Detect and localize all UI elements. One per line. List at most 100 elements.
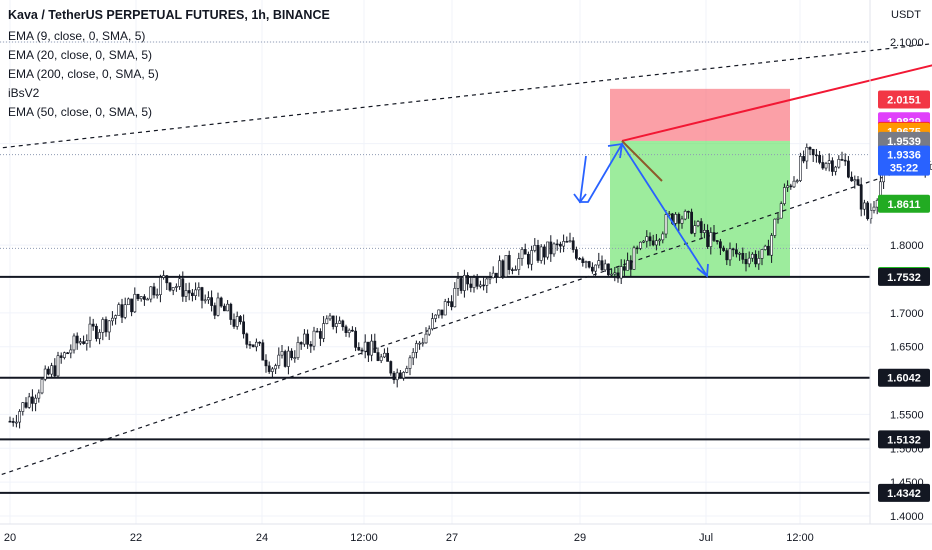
candle-body [568,240,572,243]
candle-body [565,241,569,243]
candle-body [386,352,390,362]
candle-body [194,289,198,296]
candle-body [734,249,738,255]
candle-body [11,421,15,423]
candle-body [610,273,614,276]
candle-body [331,315,335,327]
candle-body [139,296,143,300]
price-tick-label: 1.6500 [890,342,924,354]
price-tag-bg [878,145,930,176]
candle-body [382,352,386,358]
candle-body [619,266,623,279]
candle-body [62,352,66,358]
candle-body [840,159,844,161]
candle-body [552,243,556,255]
candle-body [175,286,178,288]
candle-body [101,319,105,333]
indicator-ibsv2[interactable]: iBsV2 [8,86,40,100]
candle-body [59,355,63,358]
candle-body [754,253,758,265]
candle-body [286,350,290,367]
candle-body [795,180,799,182]
candle-body [434,314,438,319]
price-tag-bg [878,368,930,387]
candle-body [40,378,44,394]
candle-body [37,392,41,399]
candles [8,136,932,429]
candle-body [421,342,425,345]
price-tag-label: 1.6042 [887,373,921,385]
candle-body [430,318,434,330]
indicator-ema200[interactable]: EMA (200, close, 0, SMA, 5) [8,67,159,81]
candle-body [344,326,348,333]
projection-arrows [573,64,932,278]
candle-body [15,421,18,424]
candle-body [322,323,326,339]
candle-body [466,275,470,285]
candle-body [674,214,678,224]
candle-body [859,184,863,210]
candle-body [446,301,450,303]
candle-body [453,288,457,308]
candle-body [277,354,281,366]
candle-body [760,249,764,259]
candle-body [642,240,646,243]
time-tick-label: 12:00 [350,532,378,544]
candle-body [792,180,796,188]
candle-body [440,309,444,316]
time-tick-label: 22 [130,532,142,544]
candle-body [219,297,223,307]
candle-body [558,243,562,247]
candle-body [21,402,25,412]
candle-body [114,315,118,319]
candle-body [274,365,278,370]
candle-body [498,260,502,278]
candle-body [616,272,620,279]
candle-body [542,246,546,258]
candle-body [239,316,242,323]
candle-body [462,275,466,291]
candle-body [309,343,313,347]
candle-body [757,258,761,265]
indicator-ema20[interactable]: EMA (20, close, 0, SMA, 5) [8,48,153,62]
candle-body [392,372,396,381]
candle-body [696,221,700,226]
candle-body [520,249,524,259]
candle-body [405,368,409,373]
candle-body [530,250,534,265]
candle-body [56,355,60,377]
candle-body [120,304,124,318]
indicator-ema50[interactable]: EMA (50, close, 0, SMA, 5) [8,105,153,119]
candle-body [133,293,137,313]
price-tick-label: 1.8000 [890,240,924,252]
candle-body [805,147,809,162]
candle-body [494,272,498,278]
candle-body [482,284,486,287]
currency-label: USDT [891,9,921,21]
candle-body [72,335,76,351]
candle-body [143,296,146,300]
candle-body [191,292,194,296]
candle-body [123,304,127,318]
candle-body [66,352,70,355]
candle-body [24,402,28,408]
price-tick-label: 1.5500 [890,409,924,421]
candle-body [136,293,140,300]
candle-body [658,239,662,242]
candle-body [443,301,447,316]
candle-body [251,344,255,348]
candle-body [526,253,530,265]
candle-body [312,330,316,347]
candle-body [654,240,658,246]
price-tag-label: 1.9539 [887,136,921,148]
price-tag-bg [878,430,930,449]
candle-body [450,301,454,308]
candle-body [789,185,793,188]
candle-body [34,397,38,404]
candle-body [363,341,367,352]
candle-body [325,318,329,324]
candle-body [210,297,214,306]
indicator-ema9[interactable]: EMA (9, close, 0, SMA, 5) [8,29,146,43]
candle-body [603,263,607,271]
